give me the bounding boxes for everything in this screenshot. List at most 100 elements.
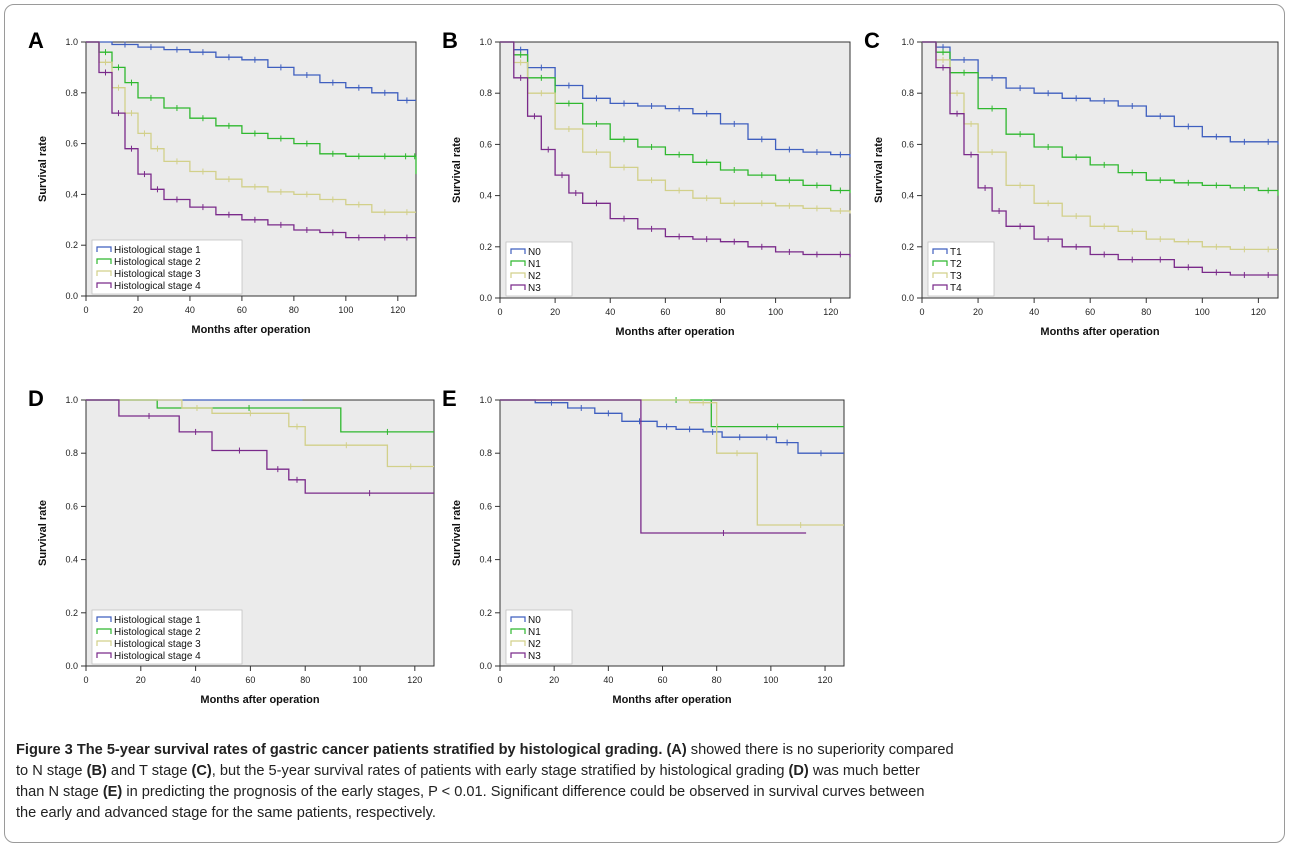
chart-panel-e: E 0.0 0.2 0.4 0.6 0.8 1.0 0 20 40 60 80 100 120 Months…: [440, 376, 850, 728]
legend-label: N3: [528, 651, 541, 662]
legend-swatch: [510, 628, 526, 634]
y-tick-label: 0.8: [65, 88, 78, 98]
x-axis-label: Months after operation: [612, 694, 731, 706]
legend-box: [505, 609, 573, 665]
caption-run: was much better: [808, 763, 920, 779]
y-axis-label: Survival rate: [451, 500, 463, 566]
y-tick-label: 0.0: [901, 293, 914, 303]
x-tick-label: 40: [1029, 307, 1039, 317]
y-tick-label: 0.6: [901, 139, 914, 149]
panel-letter: E: [442, 386, 457, 411]
series-line-b-1: [500, 41, 851, 158]
y-tick-label: 0.4: [65, 555, 78, 565]
legend-label: Histological stage 2: [114, 257, 201, 268]
panel-letter: D: [28, 386, 44, 411]
y-tick-label: 1.0: [65, 395, 78, 405]
series-line-e-1: [500, 399, 844, 454]
legend-box: [91, 239, 243, 295]
x-tick-label: 20: [133, 305, 143, 315]
y-tick-label: 0.0: [479, 293, 492, 303]
x-tick-label: 120: [823, 307, 838, 317]
x-axis-label: Months after operation: [615, 326, 734, 338]
y-tick-label: 0.0: [65, 291, 78, 301]
caption-bold-run: Figure 3 The 5-year survival rates of ga…: [16, 742, 663, 758]
x-tick-label: 40: [185, 305, 195, 315]
legend-label: N1: [528, 259, 541, 270]
legend-swatch: [510, 652, 526, 658]
y-tick-label: 0.6: [479, 139, 492, 149]
legend-swatch: [96, 628, 112, 634]
legend-swatch: [96, 640, 112, 646]
caption-run: the early and advanced stage for the sam…: [16, 805, 436, 821]
legend-swatch: [932, 284, 948, 290]
legend-swatch: [932, 260, 948, 266]
panel-letter: A: [28, 28, 44, 53]
legend-swatch: [96, 270, 112, 276]
y-tick-label: 0.8: [479, 88, 492, 98]
y-tick-label: 0.6: [65, 501, 78, 511]
legend-label: Histological stage 1: [114, 615, 201, 626]
x-tick-label: 80: [289, 305, 299, 315]
series-line-a-3: [86, 41, 416, 213]
y-tick-label: 0.8: [65, 448, 78, 458]
x-tick-label: 0: [83, 305, 88, 315]
legend-label: Histological stage 1: [114, 245, 201, 256]
y-tick-label: 0.6: [479, 501, 492, 511]
chart-svg: 0.0 0.2 0.4 0.6 0.8 1.0 0 20 40 60 80 100 120 Months …: [37, 37, 417, 336]
y-tick-label: 0.8: [479, 448, 492, 458]
legend-label: N2: [528, 271, 541, 282]
caption-bold-run: (C): [191, 763, 212, 779]
legend-box: [927, 241, 995, 297]
x-tick-label: 0: [497, 307, 502, 317]
y-tick-label: 0.2: [901, 242, 914, 252]
caption-line: Figure 3 The 5-year survival rates of ga…: [16, 740, 1278, 761]
y-tick-label: 0.8: [901, 88, 914, 98]
chart-panel-a: A 0.0 0.2 0.4 0.6 0.8 1.0 0 20 40 60 80 100 120 Months…: [18, 18, 418, 358]
chart-panel-d: D 0.0 0.2 0.4 0.6 0.8 1.0 0 20 40 60 80 100 120 Months…: [18, 376, 438, 724]
x-tick-label: 120: [407, 675, 422, 685]
caption-run: in predicting the prognosis of the early…: [122, 784, 925, 800]
legend-box: [91, 609, 243, 665]
x-tick-label: 120: [818, 675, 833, 685]
legend-label: T4: [950, 283, 962, 294]
y-tick-label: 1.0: [901, 37, 914, 47]
caption-line: to N stage (B) and T stage (C), but the …: [16, 761, 1278, 782]
legend-swatch: [932, 248, 948, 254]
chart-panel-c: C 0.0 0.2 0.4 0.6 0.8 1.0 0 20 40 60 80 100 120 Months…: [862, 18, 1282, 360]
x-tick-label: 100: [338, 305, 353, 315]
legend-label: T3: [950, 271, 962, 282]
chart-svg: 0.0 0.2 0.4 0.6 0.8 1.0 0 20 40 60 80 100 120 Months …: [37, 395, 435, 706]
y-tick-label: 0.4: [479, 555, 492, 565]
y-axis-label: Survival rate: [37, 136, 49, 202]
legend-swatch: [510, 260, 526, 266]
x-tick-label: 80: [300, 675, 310, 685]
series-line-c-2: [922, 41, 1279, 196]
y-tick-label: 0.0: [65, 661, 78, 671]
panel-letter: C: [864, 28, 880, 53]
legend-label: N2: [528, 639, 541, 650]
legend-swatch: [510, 616, 526, 622]
y-tick-label: 1.0: [65, 37, 78, 47]
y-tick-label: 1.0: [479, 37, 492, 47]
x-tick-label: 80: [712, 675, 722, 685]
legend-label: Histological stage 2: [114, 627, 201, 638]
legend-swatch: [510, 248, 526, 254]
legend-label: N1: [528, 627, 541, 638]
chart-svg: 0.0 0.2 0.4 0.6 0.8 1.0 0 20 40 60 80 100 120 Months …: [873, 37, 1279, 338]
legend-box: [505, 241, 573, 297]
legend-swatch: [510, 272, 526, 278]
legend-label: N0: [528, 247, 541, 258]
x-tick-label: 60: [237, 305, 247, 315]
caption-run: showed there is no superiority compared: [686, 742, 954, 758]
legend-label: Histological stage 4: [114, 651, 201, 662]
x-axis-label: Months after operation: [1040, 326, 1159, 338]
x-tick-label: 100: [763, 675, 778, 685]
x-tick-label: 60: [658, 675, 668, 685]
x-tick-label: 100: [353, 675, 368, 685]
y-tick-label: 0.6: [65, 139, 78, 149]
series-line-b-4: [500, 41, 851, 257]
caption-bold-run: (D): [788, 763, 809, 779]
x-tick-label: 60: [245, 675, 255, 685]
x-tick-label: 80: [1141, 307, 1151, 317]
legend-label: T2: [950, 259, 962, 270]
